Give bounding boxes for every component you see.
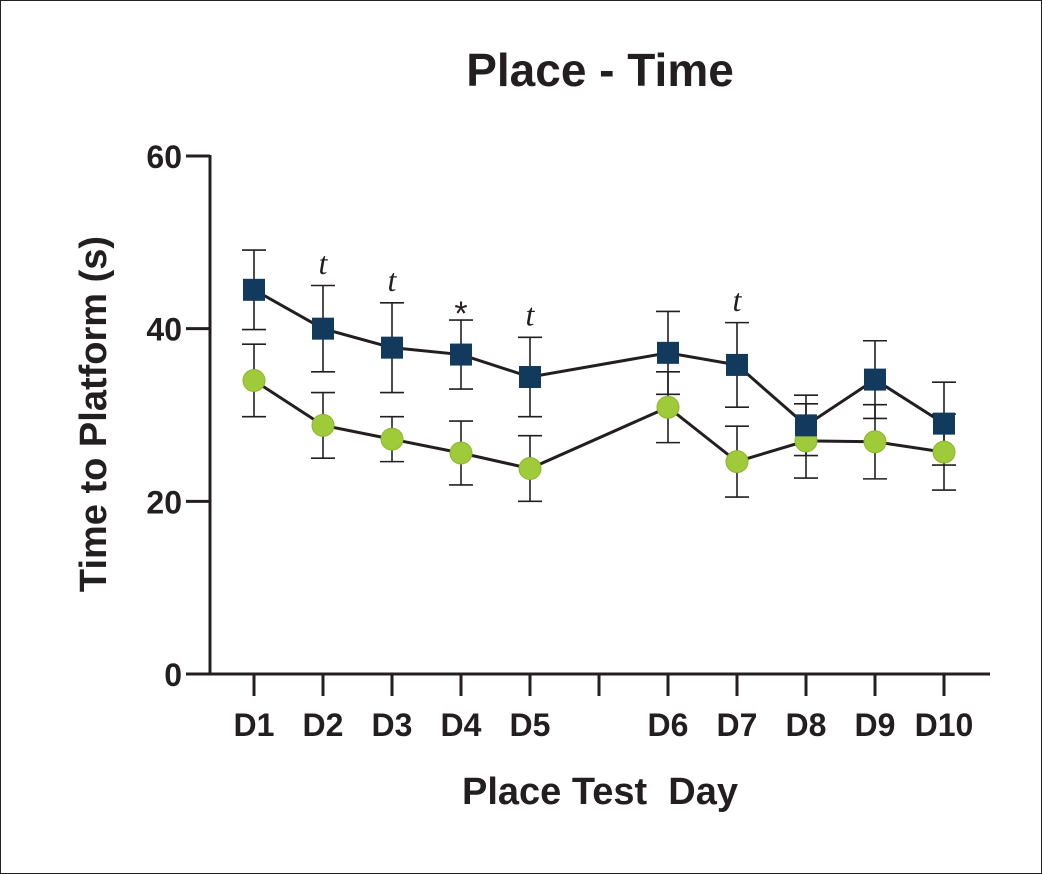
y-axis-label: Time to Platform (s) [73, 236, 115, 592]
square-marker [864, 368, 886, 391]
circle-marker [242, 368, 266, 392]
square-marker [381, 336, 403, 359]
x-tick-label: D6 [648, 707, 689, 743]
series-markers [242, 278, 956, 481]
x-axis-label: Place Test Day [462, 771, 738, 813]
chart-title: Place - Time [466, 44, 734, 96]
significance-mark: t [526, 297, 536, 333]
x-tick-label: D9 [855, 707, 896, 743]
circle-marker [380, 427, 404, 451]
circle-marker [932, 440, 956, 464]
significance-annotations: t t * t t [319, 245, 743, 333]
circle-marker [518, 457, 542, 481]
x-ticks: D1 D2 D3 D4 D5 D6 D7 D8 D9 D10 [234, 674, 974, 743]
x-tick-label: D5 [510, 707, 551, 743]
x-tick-label: D7 [717, 707, 758, 743]
y-tick-label: 20 [146, 484, 182, 520]
y-tick-label: 60 [146, 139, 182, 175]
y-ticks: 0 20 40 60 [146, 139, 210, 693]
x-tick-label: D10 [915, 707, 974, 743]
significance-mark: * [454, 295, 467, 333]
square-marker [933, 412, 955, 435]
x-tick-label: D4 [441, 707, 482, 743]
x-tick-label: D8 [786, 707, 827, 743]
x-tick-label: D3 [372, 707, 413, 743]
x-tick-label: D1 [234, 707, 275, 743]
circle-marker [863, 430, 887, 454]
square-marker [795, 414, 817, 437]
x-tick-label: D2 [303, 707, 344, 743]
square-marker [243, 278, 265, 301]
significance-mark: t [319, 245, 329, 281]
y-tick-label: 0 [164, 657, 182, 693]
square-marker [519, 366, 541, 389]
circle-marker [311, 413, 335, 437]
square-marker [312, 317, 334, 340]
series-line-1 [253, 288, 945, 428]
error-bars [242, 249, 956, 503]
y-tick-label: 40 [146, 312, 182, 348]
circle-marker [725, 450, 749, 474]
circle-marker [449, 441, 473, 465]
significance-mark: t [733, 282, 743, 318]
significance-mark: t [388, 262, 398, 298]
square-marker [450, 343, 472, 366]
series-line-2 [253, 379, 945, 471]
square-marker [657, 341, 679, 364]
square-marker [726, 353, 748, 376]
series-lines [253, 288, 945, 471]
circle-marker [656, 395, 680, 419]
